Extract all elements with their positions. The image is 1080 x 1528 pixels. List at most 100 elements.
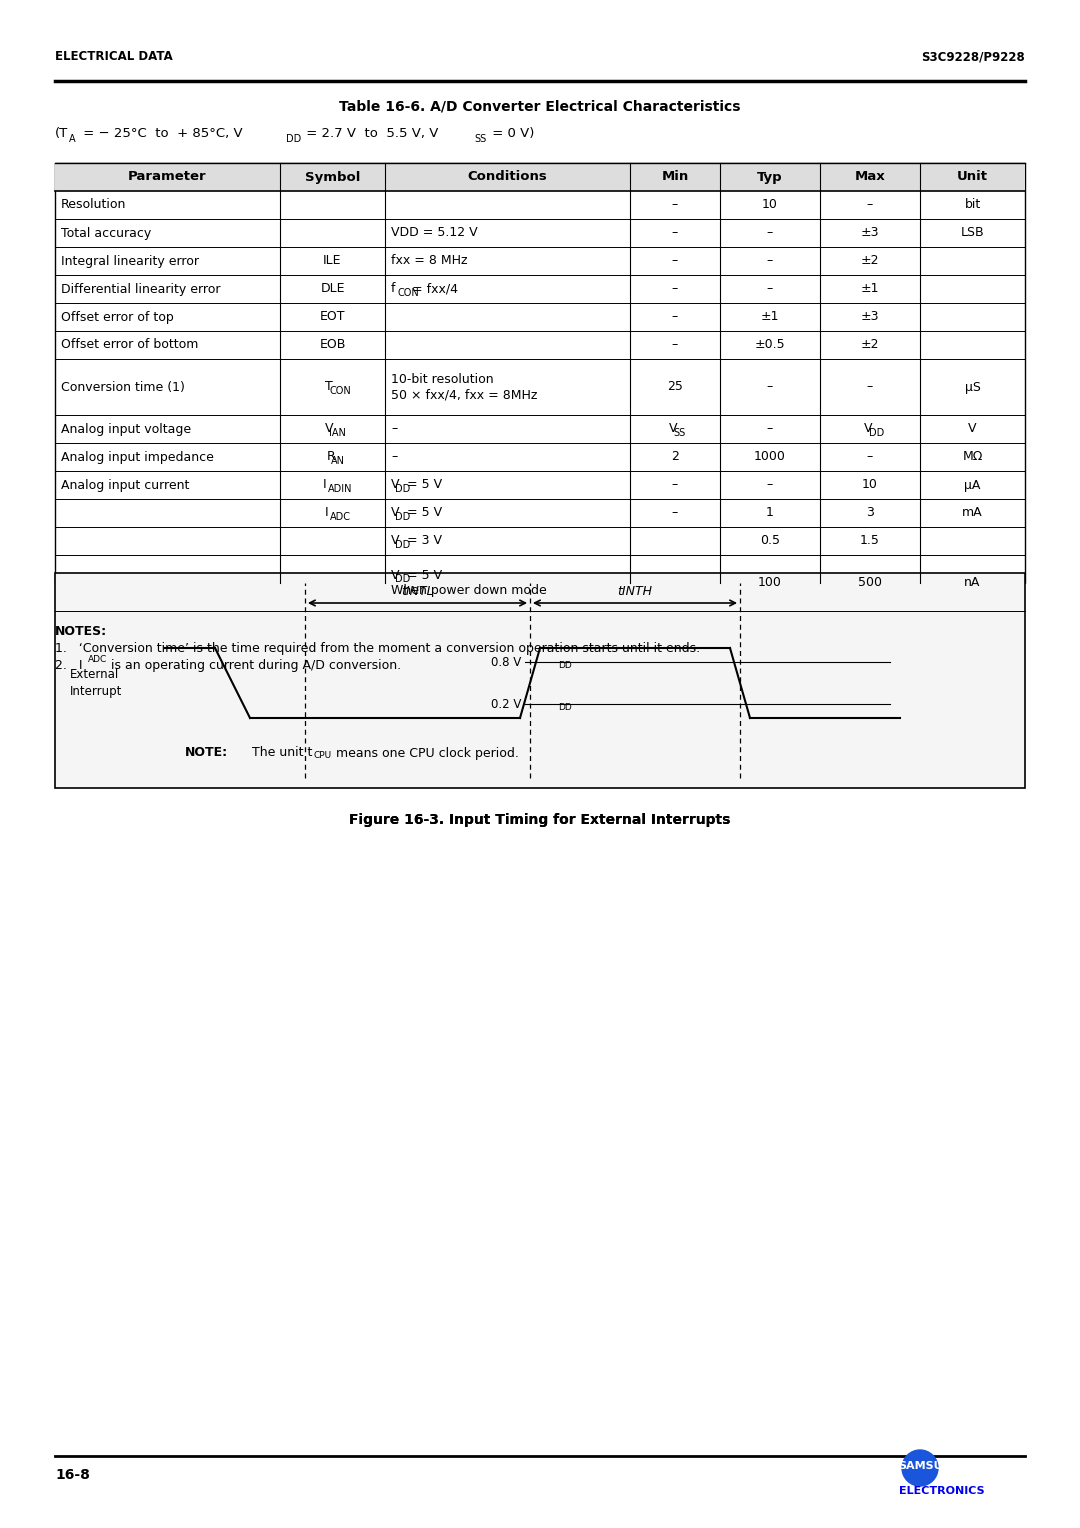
Text: DD: DD: [395, 539, 410, 550]
Text: S3C9228/P9228: S3C9228/P9228: [921, 50, 1025, 63]
Text: –: –: [867, 380, 873, 394]
Text: bit: bit: [964, 199, 981, 211]
Text: = 2.7 V  to  5.5 V, V: = 2.7 V to 5.5 V, V: [302, 127, 438, 141]
Text: –: –: [672, 506, 678, 520]
Text: DD: DD: [286, 134, 301, 144]
Text: tINTL: tINTL: [401, 585, 434, 597]
Text: Interrupt: Interrupt: [70, 685, 122, 697]
Text: Unit: Unit: [957, 171, 988, 183]
Text: SS: SS: [674, 428, 686, 437]
Text: Symbol: Symbol: [305, 171, 361, 183]
Text: V: V: [969, 423, 976, 435]
Text: Offset error of top: Offset error of top: [60, 310, 174, 324]
Text: 0.5: 0.5: [760, 535, 780, 547]
Text: V: V: [325, 423, 334, 435]
Text: 10: 10: [862, 478, 878, 492]
Text: ±2: ±2: [861, 339, 879, 351]
Text: = 5 V: = 5 V: [403, 568, 442, 582]
Text: –: –: [672, 339, 678, 351]
Text: –: –: [672, 255, 678, 267]
Text: –: –: [767, 283, 773, 295]
Text: –: –: [672, 226, 678, 240]
Text: Max: Max: [854, 171, 886, 183]
Text: ±0.5: ±0.5: [755, 339, 785, 351]
Text: Integral linearity error: Integral linearity error: [60, 255, 199, 267]
Text: ADC: ADC: [87, 656, 107, 665]
Text: –: –: [767, 478, 773, 492]
Text: DD: DD: [395, 512, 410, 521]
Text: CPU: CPU: [314, 752, 333, 761]
Text: –: –: [672, 199, 678, 211]
Text: R: R: [327, 451, 336, 463]
Text: I: I: [325, 506, 328, 520]
Text: Figure 16-3. Input Timing for External Interrupts: Figure 16-3. Input Timing for External I…: [349, 813, 731, 827]
Text: V: V: [391, 506, 400, 520]
Text: When power down mode: When power down mode: [391, 584, 546, 597]
Text: μS: μS: [964, 380, 981, 394]
Text: CON: CON: [329, 385, 351, 396]
Text: –: –: [767, 423, 773, 435]
Text: = 5 V: = 5 V: [403, 478, 442, 492]
Text: SAMSUNG: SAMSUNG: [899, 1461, 961, 1471]
Text: Resolution: Resolution: [60, 199, 126, 211]
Text: mA: mA: [962, 506, 983, 520]
Text: VDD = 5.12 V: VDD = 5.12 V: [391, 226, 477, 240]
Text: DD: DD: [868, 428, 885, 437]
Text: f: f: [391, 283, 395, 295]
Text: SS: SS: [474, 134, 486, 144]
Text: –: –: [391, 451, 397, 463]
Text: 10: 10: [762, 199, 778, 211]
Text: CON: CON: [397, 287, 419, 298]
Text: (T: (T: [55, 127, 68, 141]
Text: 2: 2: [671, 451, 679, 463]
Text: I: I: [323, 478, 327, 492]
Bar: [55, 163, 1025, 191]
Text: DD: DD: [558, 660, 571, 669]
Text: DD: DD: [395, 483, 410, 494]
Text: ±1: ±1: [760, 310, 780, 324]
Text: –: –: [767, 255, 773, 267]
Text: = fxx/4: = fxx/4: [408, 283, 458, 295]
Text: NOTES:: NOTES:: [55, 625, 107, 639]
Text: ADIN: ADIN: [327, 483, 352, 494]
Text: ±2: ±2: [861, 255, 879, 267]
Text: fxx = 8 MHz: fxx = 8 MHz: [391, 255, 468, 267]
Text: 100: 100: [758, 576, 782, 590]
Text: 50 × fxx/4, fxx = 8MHz: 50 × fxx/4, fxx = 8MHz: [391, 388, 538, 402]
Text: EOB: EOB: [320, 339, 346, 351]
Text: NOTE:: NOTE:: [185, 747, 228, 759]
Text: 500: 500: [858, 576, 882, 590]
Text: = 0 V): = 0 V): [488, 127, 535, 141]
Text: –: –: [672, 310, 678, 324]
Text: ADC: ADC: [329, 512, 351, 521]
Text: V: V: [670, 423, 678, 435]
Text: is an operating current during A/D conversion.: is an operating current during A/D conve…: [107, 659, 401, 672]
Text: ILE: ILE: [323, 255, 341, 267]
Text: Analog input current: Analog input current: [60, 478, 189, 492]
Text: V: V: [391, 535, 400, 547]
Text: IAN: IAN: [329, 428, 347, 437]
Text: Offset error of bottom: Offset error of bottom: [60, 339, 199, 351]
Text: ±3: ±3: [861, 226, 879, 240]
Text: Conditions: Conditions: [468, 171, 548, 183]
Text: tINTH: tINTH: [618, 585, 652, 597]
Text: –: –: [672, 283, 678, 295]
Text: –: –: [767, 380, 773, 394]
Text: External: External: [70, 669, 119, 681]
Text: –: –: [867, 451, 873, 463]
Text: Differential linearity error: Differential linearity error: [60, 283, 220, 295]
Text: Analog input impedance: Analog input impedance: [60, 451, 214, 463]
Text: Typ: Typ: [757, 171, 783, 183]
Circle shape: [902, 1450, 939, 1487]
Text: A: A: [69, 134, 76, 144]
Text: = − 25°C  to  + 85°C, V: = − 25°C to + 85°C, V: [79, 127, 243, 141]
Text: V: V: [391, 478, 400, 492]
Text: 3: 3: [866, 506, 874, 520]
Text: LSB: LSB: [961, 226, 984, 240]
Text: 16-8: 16-8: [55, 1468, 90, 1482]
Text: Parameter: Parameter: [129, 171, 206, 183]
Text: The unit t: The unit t: [240, 747, 312, 759]
Text: 1.   ‘Conversion time’ is the time required from the moment a conversion operati: 1. ‘Conversion time’ is the time require…: [55, 642, 700, 656]
Text: –: –: [391, 423, 397, 435]
Text: AN: AN: [332, 455, 346, 466]
